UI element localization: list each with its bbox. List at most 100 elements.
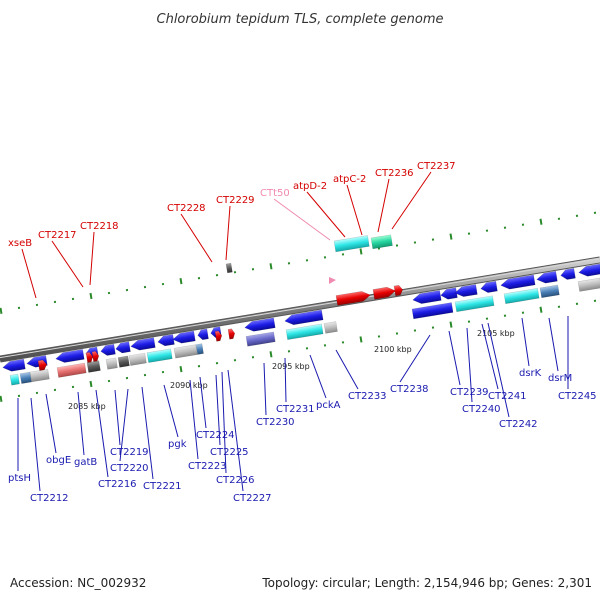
gene-name: CT2236: [375, 168, 414, 179]
gene-name: atpD-2: [293, 181, 327, 192]
leader-line: [548, 317, 559, 372]
track-tick-mark: [287, 350, 291, 353]
leader-line: [391, 171, 432, 230]
gene-arrow: [372, 286, 396, 300]
gene-label-bottom[interactable]: CT2233: [335, 349, 387, 402]
gene-label-bottom[interactable]: CT2231: [276, 357, 315, 415]
gene-name: CTt50: [260, 188, 290, 199]
gene-label-bottom[interactable]: gatB: [74, 391, 97, 468]
map-title: Chlorobium tepidum TLS, complete genome: [157, 12, 444, 27]
gene-label-bottom[interactable]: CT2221: [141, 386, 182, 492]
track-tick-mark: [107, 379, 111, 383]
feature-block: [29, 368, 50, 383]
track-tick-mark: [323, 344, 327, 347]
gene-label-bottom[interactable]: CT2223: [188, 379, 227, 472]
leader-line: [335, 349, 359, 390]
gene-name: CT2225: [210, 447, 249, 458]
gene-label-bottom[interactable]: CT2220: [110, 388, 149, 474]
track-tick-mark: [107, 291, 111, 295]
gene-label-top[interactable]: CT2237: [391, 161, 456, 230]
gene-label-top[interactable]: atpC-2: [333, 174, 366, 236]
gene-label-bottom[interactable]: CT2239: [448, 330, 489, 398]
gene-label-bottom[interactable]: CT2216: [95, 389, 137, 490]
gene-label-top[interactable]: atpD-2: [293, 181, 346, 238]
gene-label-bottom[interactable]: CT2224: [196, 376, 235, 441]
track-tick-mark: [323, 256, 327, 259]
gene-name: CT2226: [216, 475, 255, 486]
gene-label-bottom[interactable]: pckA: [309, 354, 341, 411]
track-tick-mark: [35, 391, 39, 395]
track-tick-mark: [431, 326, 435, 329]
gene-label-bottom[interactable]: dsrM: [548, 317, 572, 384]
gene-label-bottom[interactable]: CT2226: [216, 371, 255, 486]
gene-label-bottom[interactable]: ptsH: [8, 398, 31, 484]
gene-name: atpC-2: [333, 174, 366, 185]
leader-line: [466, 327, 473, 403]
track-tick-mark: [377, 335, 381, 338]
leader-line: [309, 354, 327, 399]
track-tick-mark: [593, 299, 597, 302]
gene-label-bottom[interactable]: CT2227: [227, 369, 272, 504]
gene-label-bottom[interactable]: CT2230: [256, 362, 295, 428]
feature-block: [370, 234, 393, 250]
leader-line: [189, 379, 199, 460]
track-tick-mark: [449, 321, 453, 328]
gene-label-bottom[interactable]: pgk: [163, 384, 187, 450]
gene-name: CT2212: [30, 493, 69, 504]
track-tick-mark: [557, 217, 561, 220]
gene-label-top[interactable]: CTt50: [260, 188, 331, 241]
leader-line: [306, 191, 346, 238]
gene-label-top[interactable]: CT2218: [80, 221, 119, 286]
track-tick-mark: [359, 336, 363, 343]
leader-line: [89, 231, 95, 286]
track-tick-mark: [521, 311, 525, 314]
gene-name: gatB: [74, 457, 97, 468]
leader-line: [225, 205, 231, 261]
gene-name: pgk: [168, 439, 187, 450]
gene-arrow: [197, 328, 209, 340]
leader-line: [77, 391, 85, 456]
gene-name: CT2237: [417, 161, 456, 172]
gene-label-bottom[interactable]: CT2245: [558, 316, 597, 402]
gene-label-bottom[interactable]: CT2225: [210, 374, 249, 458]
gene-label-top[interactable]: CT2217: [38, 230, 84, 288]
leader-line: [51, 240, 84, 288]
gene-name: CT2233: [348, 391, 387, 402]
gene-label-top[interactable]: CT2236: [375, 168, 414, 233]
accession-text: Accession: NC_002932: [10, 576, 146, 590]
gene-label-top[interactable]: CT2229: [216, 195, 255, 261]
gene-label-bottom[interactable]: CT2219: [110, 389, 149, 458]
gene-label-bottom[interactable]: CT2242: [487, 322, 538, 430]
gene-label-bottom[interactable]: CT2238: [390, 334, 431, 395]
leader-line: [521, 317, 530, 367]
gene-arrow: [55, 349, 85, 363]
gene-name: obgE: [46, 455, 71, 466]
gene-name: CT2231: [276, 404, 315, 415]
track-tick-mark: [557, 305, 561, 308]
gene-label-bottom[interactable]: CT2241: [481, 323, 527, 402]
track-tick-mark: [485, 317, 489, 320]
track-tick-mark: [305, 347, 309, 350]
gene-label-bottom[interactable]: dsrK: [519, 317, 542, 379]
track-tick-mark: [341, 253, 345, 256]
gene-label-top[interactable]: CT2228: [167, 203, 213, 263]
gene-label-bottom[interactable]: CT2212: [30, 397, 69, 504]
gene-arrow: [157, 334, 175, 347]
gene-name: CT2218: [80, 221, 119, 232]
leader-line: [399, 334, 431, 383]
track-tick-mark: [269, 263, 273, 270]
gene-label-top[interactable]: xseB: [8, 238, 37, 299]
leader-line: [215, 374, 221, 446]
gene-label-bottom[interactable]: obgE: [45, 393, 71, 466]
gene-arrow: [480, 280, 498, 293]
leader-line: [180, 213, 213, 263]
leader-line: [284, 357, 287, 403]
gene-label-bottom[interactable]: CT2240: [462, 327, 501, 415]
gene-name: CT2240: [462, 404, 501, 415]
gene-name: xseB: [8, 238, 32, 249]
track-tick-mark: [521, 223, 525, 226]
track-tick-mark: [431, 238, 435, 241]
